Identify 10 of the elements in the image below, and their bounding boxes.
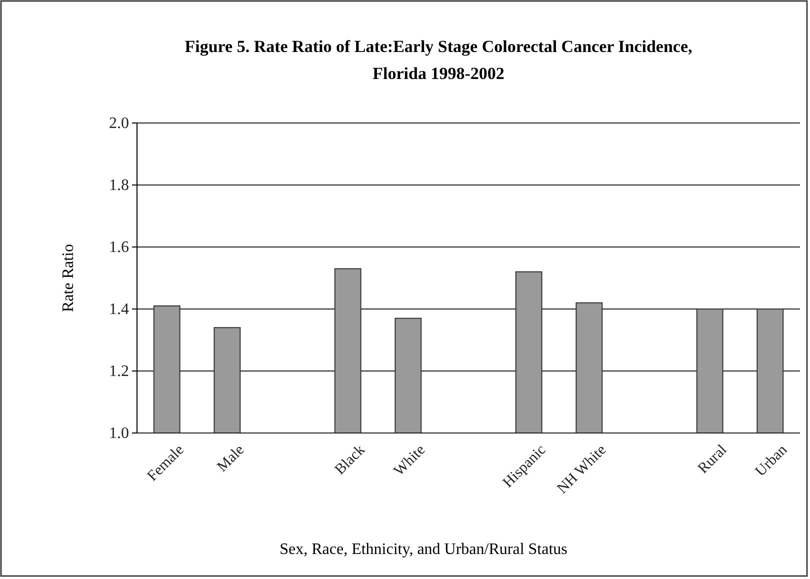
y-tick-label: 1.6 [109,239,129,256]
x-axis-title: Sex, Race, Ethnicity, and Urban/Rural Status [280,541,568,558]
y-tick-label: 1.0 [109,425,129,442]
y-axis-title: Rate Ratio [60,244,77,312]
y-tick-label: 1.4 [109,301,129,318]
y-tick-label: 1.2 [109,363,129,380]
y-tick-label: 2.0 [109,115,129,132]
y-tick-label: 1.8 [109,177,129,194]
x-tick-label: Male [214,442,248,476]
chart-title: Figure 5. Rate Ratio of Late:Early Stage Colorectal Cancer Incidence, Florida 1998-2002 [184,37,692,83]
